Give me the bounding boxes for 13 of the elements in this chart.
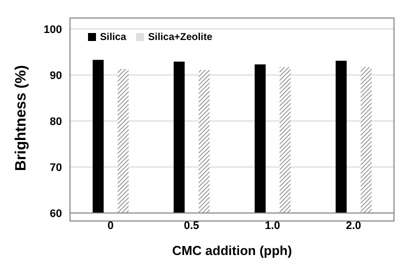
y-tick-label: 90 xyxy=(50,70,62,82)
x-tick-label: 1.0 xyxy=(264,220,280,232)
y-tick-label: 70 xyxy=(50,162,62,174)
y-axis-title: Brightness (%) xyxy=(12,65,30,171)
legend-label: Silica xyxy=(100,32,126,43)
x-tick-label: 0 xyxy=(107,220,114,232)
y-tick-label: 80 xyxy=(50,116,62,128)
legend-label: Silica+Zeolite xyxy=(148,32,212,43)
y-tick-label: 60 xyxy=(50,208,62,220)
x-tick-label: 2.0 xyxy=(346,220,362,232)
x-tick-label: 0.5 xyxy=(184,220,200,232)
y-tick-label: 100 xyxy=(44,24,62,36)
x-axis-title: CMC addition (pph) xyxy=(172,243,292,258)
